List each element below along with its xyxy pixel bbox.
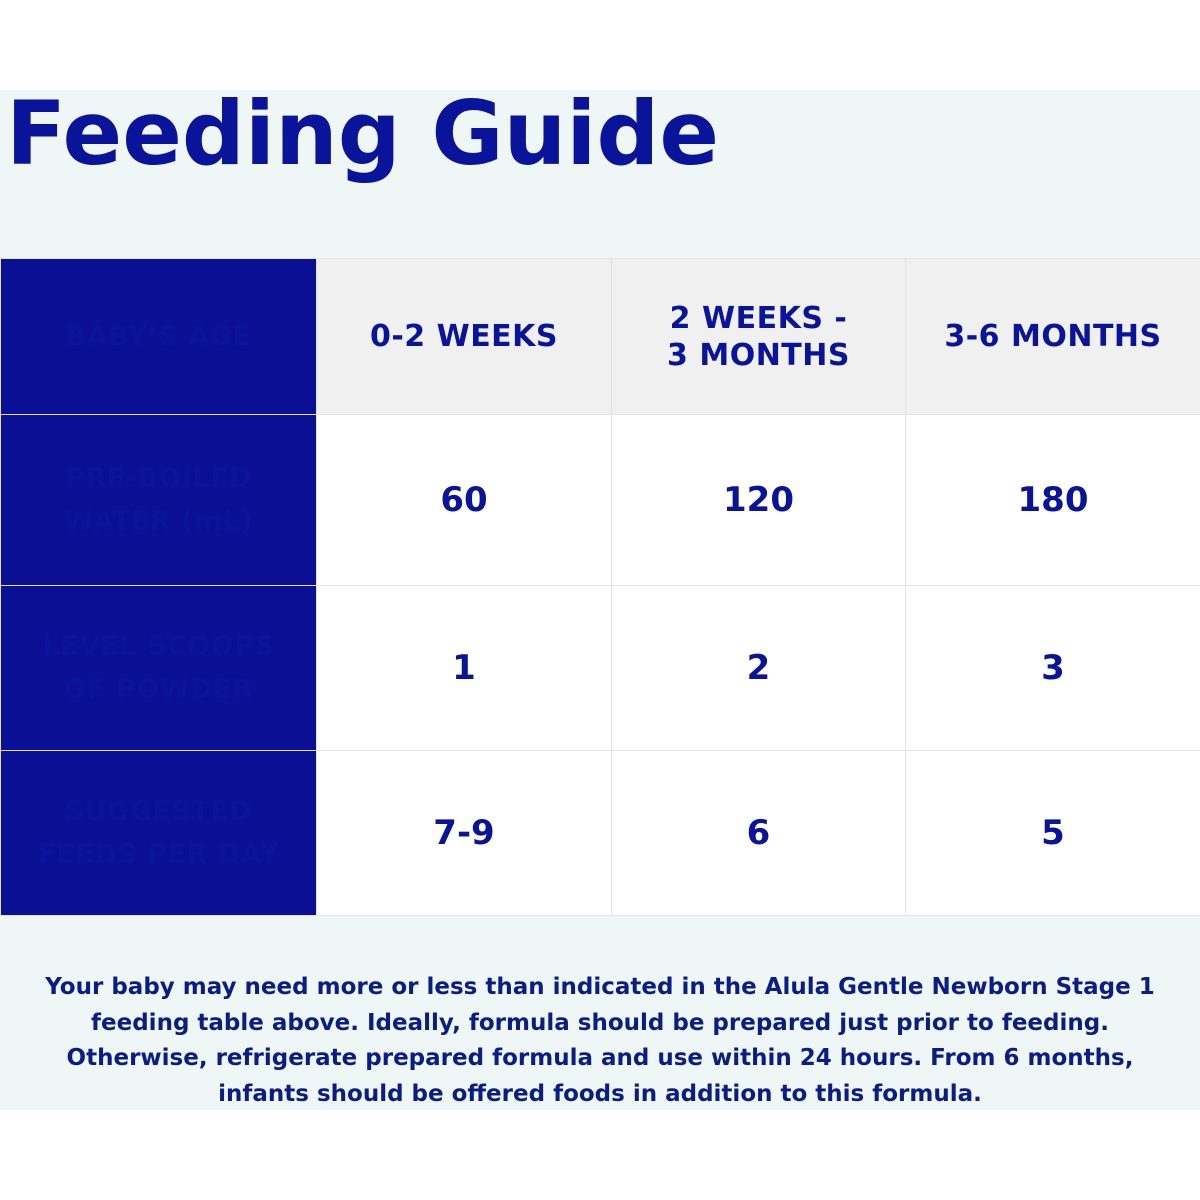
table-cell: 5 xyxy=(905,750,1200,916)
table-cell: 60 xyxy=(316,414,612,586)
table-row: PRE-BOILED WATER (mL) 60 120 180 xyxy=(0,414,1200,586)
table-cell: 180 xyxy=(905,414,1200,586)
row-label-babys-age: BABY’S AGE xyxy=(0,258,317,415)
table-cell: 6 xyxy=(611,750,906,916)
table-cell: 7-9 xyxy=(316,750,612,916)
table-cell: 120 xyxy=(611,414,906,586)
age-column-3-6-months: 3-6 MONTHS xyxy=(905,258,1200,415)
age-column-0-2-weeks: 0-2 WEEKS xyxy=(316,258,612,415)
table-row: LEVEL SCOOPS OF POWDER 1 2 3 xyxy=(0,585,1200,751)
table-cell: 2 xyxy=(611,585,906,751)
feeding-table: BABY’S AGE 0-2 WEEKS 2 WEEKS - 3 MONTHS … xyxy=(0,258,1200,916)
feeding-note: Your baby may need more or less than ind… xyxy=(45,974,1155,1107)
row-label-feeds: SUGGESTED FEEDS PER DAY xyxy=(0,750,317,916)
table-row: SUGGESTED FEEDS PER DAY 7-9 6 5 xyxy=(0,750,1200,916)
table-cell: 3 xyxy=(905,585,1200,751)
row-label-water: PRE-BOILED WATER (mL) xyxy=(0,414,317,586)
row-label-scoops: LEVEL SCOOPS OF POWDER xyxy=(0,585,317,751)
table-header-row: BABY’S AGE 0-2 WEEKS 2 WEEKS - 3 MONTHS … xyxy=(0,258,1200,415)
page-title: Feeding Guide xyxy=(6,82,720,185)
age-column-2-weeks-3-months: 2 WEEKS - 3 MONTHS xyxy=(611,258,906,415)
table-cell: 1 xyxy=(316,585,612,751)
